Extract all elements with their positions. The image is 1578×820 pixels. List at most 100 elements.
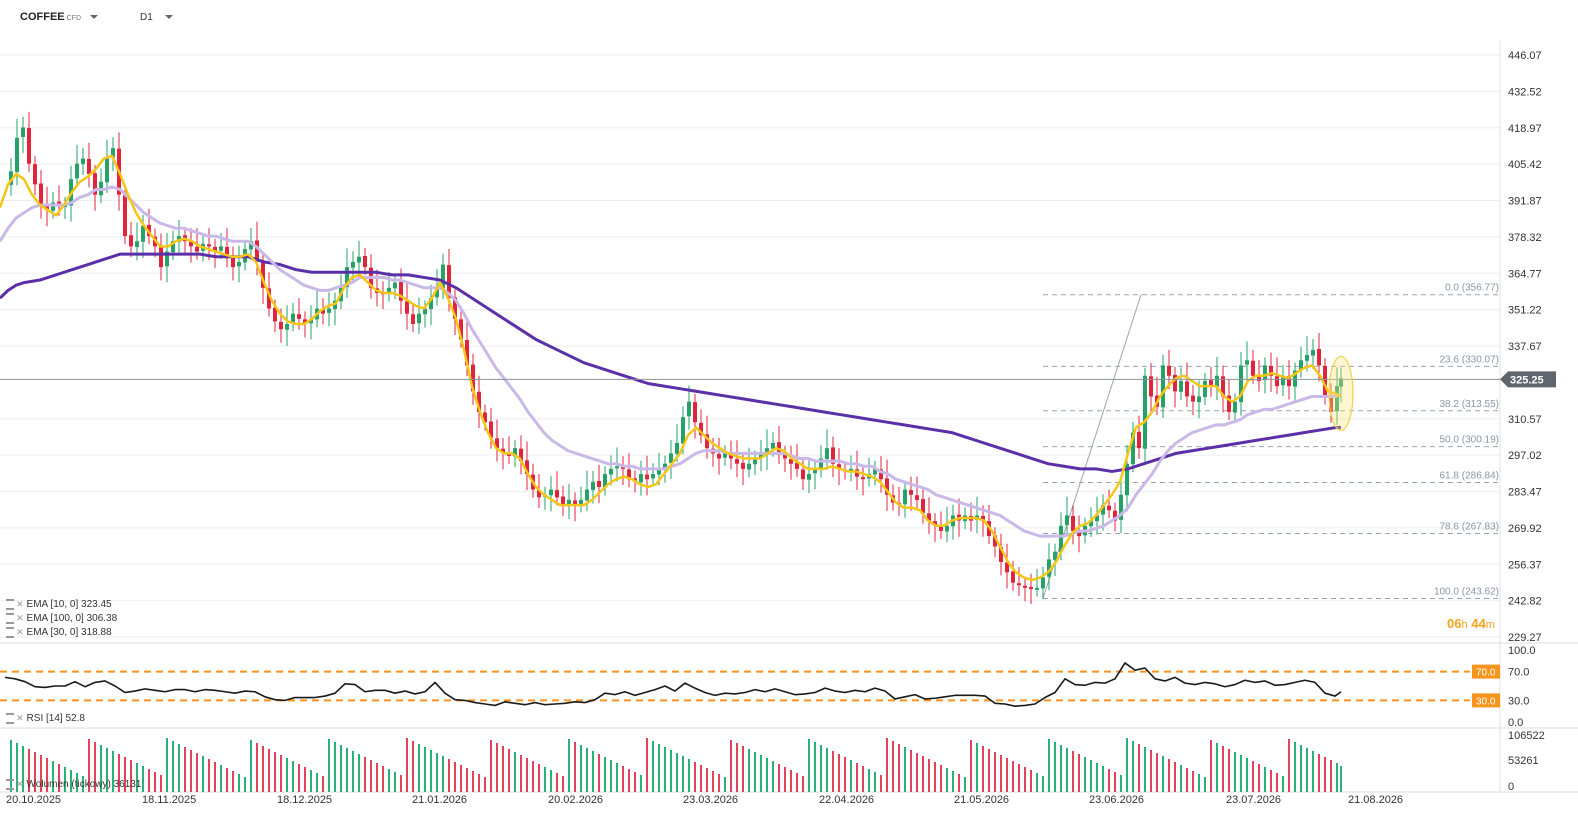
volume-bar	[1318, 754, 1320, 792]
indicator-volume[interactable]: ✕ Wolumen (tickowy) 36131	[6, 778, 141, 790]
volume-bar	[646, 738, 648, 792]
candle-body	[1239, 365, 1243, 403]
volume-bar	[448, 759, 450, 792]
volume-bar	[430, 750, 432, 792]
timeframe-dropdown-icon[interactable]	[165, 15, 173, 19]
indicator-ema10[interactable]: ✕ EMA [10, 0] 323.45	[6, 598, 112, 610]
candle-body	[303, 319, 307, 325]
candle-body	[1287, 376, 1291, 387]
volume-bar	[862, 766, 864, 792]
candle-body	[723, 453, 727, 458]
candle-body	[255, 240, 259, 262]
settings-icon[interactable]	[6, 712, 14, 724]
candle-body	[513, 448, 517, 457]
current-price-label: 325.25	[1510, 374, 1544, 386]
indicator-ema30[interactable]: ✕ EMA [30, 0] 318.88	[6, 626, 112, 638]
volume-bar	[322, 776, 324, 792]
candle-body	[1101, 505, 1105, 515]
candle-body	[873, 468, 877, 475]
close-icon[interactable]: ✕	[16, 613, 24, 623]
volume-bar	[1132, 741, 1134, 792]
volume-bar	[904, 747, 906, 792]
volume-bar	[202, 756, 204, 792]
indicator-ema100[interactable]: ✕ EMA [100, 0] 306.38	[6, 612, 117, 624]
candle-body	[399, 281, 403, 301]
close-icon[interactable]: ✕	[16, 713, 24, 723]
candle-body	[1119, 494, 1123, 520]
candle-body	[1077, 531, 1081, 537]
candle-body	[309, 318, 313, 324]
volume-bar	[1300, 745, 1302, 792]
volume-bar	[712, 771, 714, 792]
volume-bar	[1036, 773, 1038, 792]
volume-bar	[844, 757, 846, 792]
volume-bar	[850, 760, 852, 792]
candle-body	[1137, 431, 1141, 449]
settings-icon[interactable]	[6, 598, 14, 610]
volume-bar	[964, 777, 966, 792]
volume-bar	[826, 748, 828, 792]
candle-body	[417, 313, 421, 324]
candle-body	[219, 246, 223, 251]
volume-bar	[400, 775, 402, 792]
close-icon[interactable]: ✕	[16, 779, 24, 789]
close-icon[interactable]: ✕	[16, 627, 24, 637]
candle-body	[327, 308, 331, 313]
candle-body	[273, 307, 277, 322]
volume-bar	[550, 770, 552, 792]
volume-bar	[1090, 760, 1092, 792]
settings-icon[interactable]	[6, 626, 14, 638]
candle-body	[261, 262, 265, 288]
volume-bar	[214, 762, 216, 792]
volume-bar	[1150, 750, 1152, 792]
candle-body	[579, 499, 583, 505]
rsi-level-tag	[1472, 693, 1500, 708]
settings-icon[interactable]	[6, 612, 14, 624]
timeframe-selector[interactable]: D1	[140, 12, 153, 23]
candle-body	[1263, 365, 1267, 381]
volume-bar	[1030, 770, 1032, 792]
candle-body	[1293, 370, 1297, 387]
countdown-hours-unit: h	[1461, 619, 1468, 631]
volume-bar	[1252, 761, 1254, 792]
indicator-rsi[interactable]: ✕ RSI [14] 52.8	[6, 712, 85, 724]
candle-body	[663, 463, 667, 470]
volume-bar	[82, 776, 84, 792]
chart-header: COFFEE CFD D1	[0, 0, 1578, 36]
candle-body	[555, 490, 559, 498]
close-icon[interactable]: ✕	[16, 599, 24, 609]
volume-bar	[838, 754, 840, 792]
volume-bar	[1096, 763, 1098, 792]
symbol-selector[interactable]: COFFEE CFD	[20, 11, 81, 23]
candle-body	[387, 287, 391, 294]
volume-bar	[256, 743, 258, 792]
candle-body	[1197, 396, 1201, 403]
volume-bar	[1294, 742, 1296, 792]
settings-icon[interactable]	[6, 778, 14, 790]
rsi-tick-label: 100.0	[1508, 645, 1536, 657]
candle-body	[501, 448, 505, 454]
volume-bar	[1060, 745, 1062, 792]
candle-body	[15, 137, 19, 172]
volume-bar	[886, 738, 888, 792]
candle-body	[903, 489, 907, 505]
candle-body	[363, 255, 367, 268]
fibonacci-levels: 0.0 (356.77) 23.6 (330.07) 38.2 (313.55) 50…	[1042, 283, 1499, 599]
volume-bar	[412, 741, 414, 792]
price-tick-label: 418.97	[1508, 123, 1542, 135]
volume-bar	[418, 744, 420, 792]
price-tick-label: 269.92	[1508, 523, 1542, 535]
volume-bar	[478, 774, 480, 792]
candle-body	[1059, 525, 1063, 553]
date-tick-label: 21.01.2026	[412, 794, 467, 806]
volume-bar	[502, 746, 504, 792]
candle-body	[1089, 520, 1093, 527]
symbol-dropdown-icon[interactable]	[90, 15, 98, 19]
candle-body	[1071, 515, 1075, 531]
candle-countdown: 06h 44m	[1447, 616, 1495, 631]
volume-bar	[1246, 758, 1248, 792]
volume-bar	[280, 755, 282, 792]
date-tick-label: 21.08.2026	[1348, 794, 1403, 806]
candle-body	[807, 474, 811, 480]
